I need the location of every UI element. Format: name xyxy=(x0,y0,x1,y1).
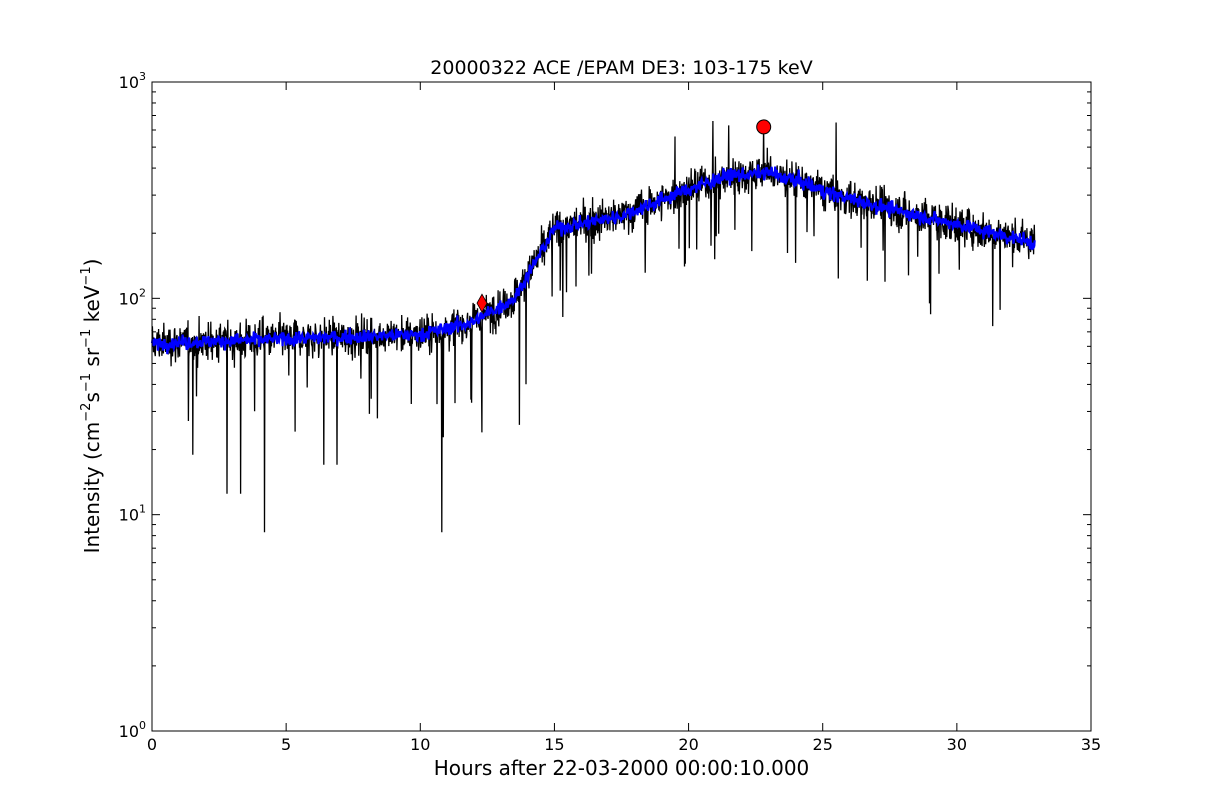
y-axis-label-mid1: s xyxy=(80,392,104,402)
y-axis-label-exp1: −2 xyxy=(79,403,94,422)
smoothed-intensity-line xyxy=(150,164,1036,355)
y-tick-label: 101 xyxy=(119,503,146,525)
x-tick-label: 5 xyxy=(281,735,291,754)
y-tick-label: 103 xyxy=(119,70,146,92)
x-tick-label: 0 xyxy=(147,735,157,754)
y-axis-label: Intensity (cm−2s−1 sr−1 keV−1) xyxy=(79,259,104,554)
x-tick-label: 20 xyxy=(678,735,698,754)
onset-diamond-marker xyxy=(476,293,488,313)
y-axis-label-prefix: Intensity (cm xyxy=(80,422,104,554)
x-tick-label: 25 xyxy=(813,735,833,754)
x-axis-label: Hours after 22-03-2000 00:00:10.000 xyxy=(434,756,810,780)
y-axis-label-suffix: ) xyxy=(80,259,104,267)
x-tick-label: 15 xyxy=(544,735,564,754)
y-axis-label-mid2: sr xyxy=(80,347,104,373)
x-tick-label: 35 xyxy=(1081,735,1101,754)
x-tick-label: 30 xyxy=(947,735,967,754)
y-tick-label: 100 xyxy=(119,719,146,741)
peak-circle-marker xyxy=(756,119,772,135)
marker-layer xyxy=(476,119,772,313)
plot-frame xyxy=(151,81,1092,732)
chart-title: 20000322 ACE /EPAM DE3: 103-175 keV xyxy=(430,57,812,79)
x-tick-label: 10 xyxy=(410,735,430,754)
y-axis-label-exp3: −1 xyxy=(79,329,94,348)
y-axis-label-exp4: −1 xyxy=(79,266,94,285)
series-layer xyxy=(150,120,1036,533)
y-axis-label-exp2: −1 xyxy=(79,373,94,392)
plot-area xyxy=(152,82,1091,731)
y-axis-label-mid3: keV xyxy=(80,285,104,329)
y-tick-label: 102 xyxy=(119,286,146,308)
